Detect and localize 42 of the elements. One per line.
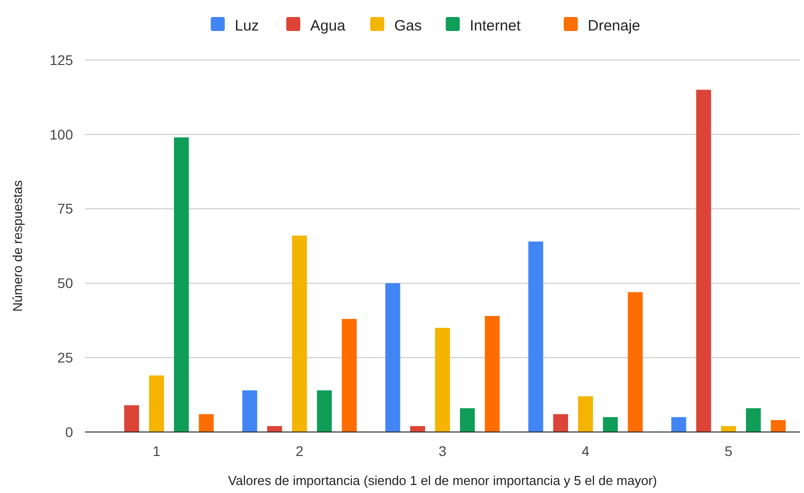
bar: [385, 283, 400, 432]
legend-label: Internet: [470, 17, 522, 34]
bar: [460, 408, 475, 432]
y-tick-label: 0: [65, 424, 74, 440]
y-tick-label: 50: [57, 275, 74, 292]
y-tick-label: 75: [57, 200, 74, 217]
y-tick-label: 125: [50, 52, 74, 68]
x-tick-label: 3: [438, 443, 447, 459]
bar: [770, 420, 786, 432]
bar: [696, 90, 712, 432]
legend-label: Agua: [310, 17, 346, 34]
legend-label: Gas: [394, 17, 422, 34]
bar: [671, 417, 686, 432]
bar: [578, 396, 593, 432]
legend-label: Drenaje: [588, 17, 640, 34]
bar: [484, 316, 500, 432]
bar: [198, 414, 214, 432]
y-axis-title: Número de respuestas: [10, 180, 25, 312]
x-tick-label: 1: [152, 443, 161, 459]
x-axis-title: Valores de importancia (siendo 1 el de menor importancia y 5 el de mayor): [228, 473, 657, 488]
bar: [242, 390, 258, 432]
bar: [124, 405, 140, 432]
bar: [721, 426, 736, 432]
bar: [746, 408, 761, 432]
x-tick-label: 5: [724, 443, 733, 459]
bar: [410, 426, 426, 432]
y-tick-label: 25: [57, 350, 74, 366]
bar: [342, 318, 357, 432]
bar: [602, 417, 618, 432]
bar: [149, 375, 164, 432]
bar: [628, 292, 643, 432]
bar: [528, 242, 544, 432]
bar: [435, 328, 450, 432]
bar: [292, 236, 307, 432]
y-tick-label: 100: [50, 126, 74, 142]
bar: [553, 414, 568, 432]
x-tick-label: 2: [296, 443, 304, 459]
x-tick-label: 4: [582, 443, 590, 459]
bar: [267, 426, 282, 432]
legend-label: Luz: [234, 17, 259, 34]
bar: [174, 137, 189, 432]
bar: [316, 390, 332, 432]
